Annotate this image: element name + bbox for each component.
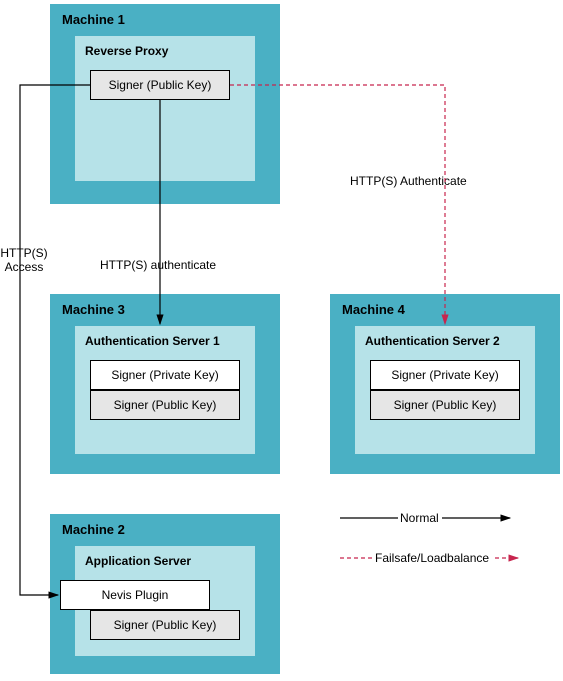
edge-https-authenticate-right	[230, 85, 445, 324]
edge-https-access	[20, 85, 90, 595]
edges-svg	[0, 0, 563, 681]
